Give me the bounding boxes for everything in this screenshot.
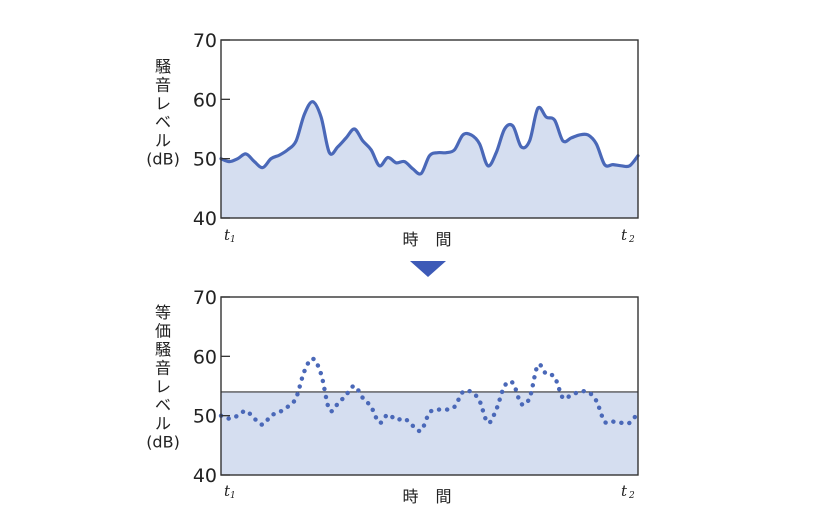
y-tick-label: 70	[193, 30, 217, 52]
down-arrow-icon	[410, 261, 446, 277]
x-start-tick-label: t1	[224, 226, 236, 245]
series-dotted-line	[218, 356, 641, 434]
y-label-char: 価	[155, 322, 171, 341]
y-tick-label: 50	[193, 406, 217, 428]
y-label-char: ベ	[155, 396, 171, 415]
y-label-char: 音	[155, 359, 171, 378]
equivalent-level-area	[221, 391, 638, 475]
x-axis-label: 時 間	[402, 487, 457, 506]
area-fill	[221, 101, 638, 218]
y-tick-label: 50	[193, 149, 217, 171]
area-under-curve	[221, 101, 638, 218]
y-label-char: 騒	[155, 57, 171, 76]
y-label-char: レ	[155, 94, 171, 113]
y-tick-label: 60	[193, 89, 217, 111]
y-axis-ticks: 40 50 60 70	[193, 30, 230, 230]
y-label-char: (dB)	[146, 150, 180, 169]
y-label-char: 音	[155, 76, 171, 95]
noise-series-dotted-line	[218, 356, 641, 434]
series-line	[219, 100, 640, 176]
y-tick-label: 40	[193, 208, 217, 230]
equivalent-level-fill	[221, 391, 638, 475]
plot-frame	[220, 39, 639, 219]
x-start-tick-label: t1	[224, 482, 236, 501]
x-axis-label: 時 間	[402, 230, 457, 249]
y-tick-label: 40	[193, 465, 217, 487]
y-label-char: レ	[155, 377, 171, 396]
y-label-char: ル	[155, 414, 171, 433]
noise-series-line	[219, 100, 640, 176]
y-label-char: ベ	[155, 113, 171, 132]
y-tick-label: 70	[193, 287, 217, 309]
y-tick-label: 60	[193, 346, 217, 368]
plot-frame	[220, 296, 639, 476]
y-label-char: 等	[155, 303, 171, 322]
y-label-char: (dB)	[146, 433, 180, 452]
y-axis-ticks: 40 50 60 70	[193, 287, 230, 487]
y-label-char: ル	[155, 131, 171, 150]
y-label-char: 騒	[155, 340, 171, 359]
